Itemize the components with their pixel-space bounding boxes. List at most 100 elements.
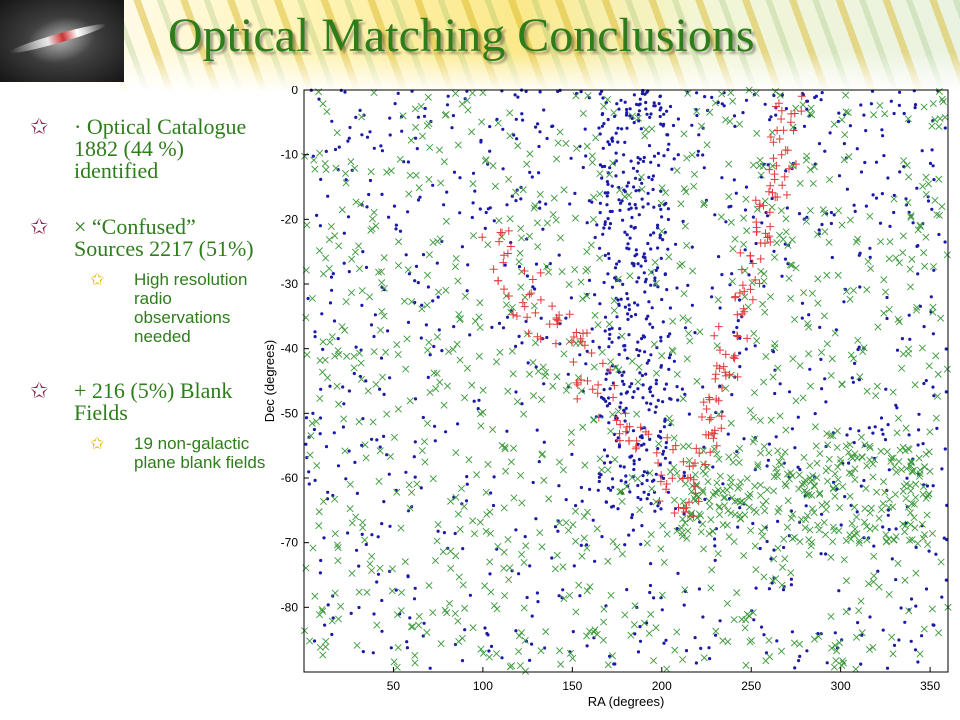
confused-source-point — [591, 311, 599, 319]
identified-source-point — [557, 484, 561, 488]
confused-source-point — [722, 384, 730, 392]
confused-source-point — [338, 323, 346, 331]
confused-source-point — [484, 241, 492, 249]
identified-source-point — [542, 440, 546, 444]
confused-source-point — [583, 632, 591, 640]
confused-source-point — [775, 458, 783, 466]
confused-source-point — [669, 347, 677, 355]
identified-source-point — [714, 633, 718, 637]
blank-field-point — [705, 415, 714, 424]
confused-source-point — [443, 382, 452, 390]
blank-field-point — [504, 292, 513, 300]
confused-source-point — [771, 253, 779, 261]
identified-source-point — [645, 497, 649, 501]
confused-source-point — [634, 475, 642, 483]
identified-source-point — [601, 397, 605, 401]
confused-source-point — [799, 394, 807, 402]
identified-source-point — [813, 412, 817, 416]
identified-source-point — [398, 229, 403, 233]
confused-source-point — [393, 488, 401, 496]
identified-source-point — [533, 287, 537, 291]
confused-source-point — [549, 382, 557, 390]
identified-source-point — [405, 646, 409, 650]
identified-source-point — [632, 467, 636, 472]
confused-source-point — [451, 609, 459, 618]
confused-source-point — [700, 545, 708, 553]
identified-source-point — [346, 139, 350, 143]
identified-source-point — [604, 399, 608, 403]
confused-source-point — [507, 458, 515, 466]
identified-source-point — [604, 377, 608, 381]
identified-source-point — [603, 220, 607, 224]
identified-source-point — [664, 638, 668, 642]
confused-source-point — [922, 450, 930, 458]
identified-source-point — [649, 562, 653, 566]
identified-source-point — [859, 662, 863, 666]
identified-source-point — [501, 326, 506, 330]
confused-source-point — [842, 108, 850, 116]
identified-source-point — [657, 163, 661, 167]
identified-source-point — [514, 390, 518, 394]
confused-source-point — [920, 103, 928, 111]
identified-source-point — [632, 462, 636, 466]
blank-field-point — [763, 233, 772, 242]
identified-source-point — [394, 227, 398, 231]
axis-ticks: 50 100 150 200 250 300 3500-10-20-30-40-50-60-… — [281, 83, 941, 693]
identified-source-point — [326, 194, 330, 198]
confused-source-point — [604, 95, 612, 104]
identified-source-point — [602, 388, 606, 392]
identified-source-point — [801, 93, 806, 97]
confused-source-point — [699, 467, 707, 475]
identified-source-point — [701, 385, 705, 389]
bullet-confused: ✩ × “Confused” Sources 2217 (51%) — [30, 216, 270, 260]
confused-source-point — [605, 170, 614, 178]
identified-source-point — [315, 213, 319, 217]
confused-source-point — [757, 171, 765, 179]
confused-source-point — [445, 599, 454, 608]
identified-source-point — [371, 651, 375, 655]
blank-field-point — [748, 295, 757, 304]
identified-source-point — [600, 535, 604, 539]
confused-source-point — [303, 351, 311, 359]
confused-source-point — [730, 538, 738, 546]
confused-source-point — [864, 257, 872, 266]
identified-source-point — [413, 279, 417, 283]
confused-source-point — [887, 454, 895, 462]
confused-source-point — [925, 490, 933, 498]
confused-source-point — [837, 459, 845, 467]
confused-source-point — [920, 249, 928, 257]
confused-source-point — [478, 118, 486, 126]
confused-source-point — [899, 249, 907, 257]
blank-field-point — [782, 190, 791, 199]
identified-source-point — [389, 646, 393, 650]
identified-source-point — [753, 344, 757, 348]
identified-source-point — [488, 572, 492, 576]
confused-source-point — [487, 588, 495, 596]
confused-source-point — [420, 438, 429, 446]
identified-source-point — [640, 524, 644, 528]
confused-source-point — [522, 542, 530, 550]
confused-source-point — [411, 651, 419, 659]
identified-source-point — [380, 629, 384, 633]
identified-source-point — [735, 325, 739, 330]
blank-field-point — [616, 420, 625, 429]
identified-source-point — [738, 336, 742, 340]
confused-source-point — [842, 537, 850, 545]
confused-source-point — [529, 358, 537, 367]
confused-source-point — [464, 106, 472, 114]
identified-source-point — [909, 639, 913, 643]
confused-source-point — [518, 499, 526, 507]
identified-source-point — [631, 395, 635, 399]
confused-source-point — [442, 217, 450, 225]
identified-source-point — [773, 368, 777, 372]
y-tick-label: -10 — [281, 148, 299, 162]
x-tick-label: 350 — [920, 679, 940, 693]
identified-source-point — [711, 465, 715, 469]
confused-source-point — [513, 398, 522, 406]
confused-source-point — [470, 530, 479, 538]
identified-source-point — [661, 476, 666, 480]
identified-source-point — [445, 103, 450, 107]
blank-field-point — [580, 341, 589, 350]
identified-source-point — [656, 398, 660, 402]
blank-field-point — [709, 434, 718, 443]
